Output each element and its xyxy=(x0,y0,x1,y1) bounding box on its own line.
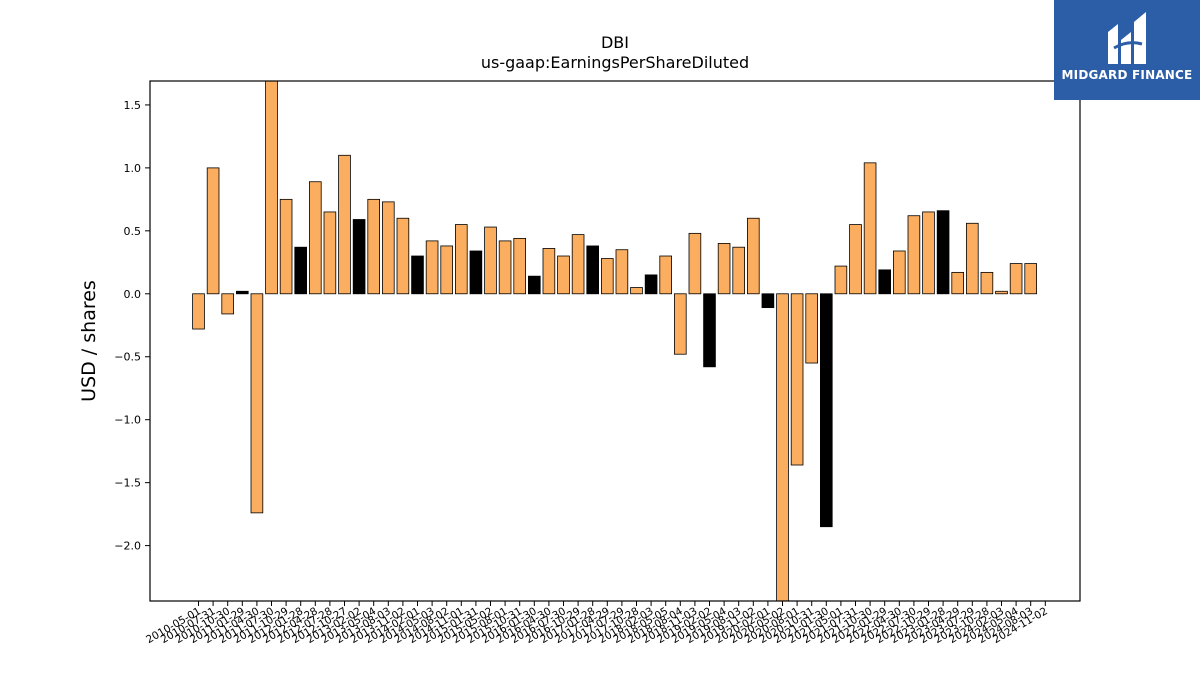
bar xyxy=(674,293,687,355)
y-axis-label: USD / shares xyxy=(78,280,100,402)
bar xyxy=(484,226,497,295)
bar xyxy=(878,269,891,295)
bar xyxy=(688,232,702,295)
y-tick-label: −1.5 xyxy=(114,477,141,490)
bar xyxy=(338,154,351,295)
bar xyxy=(703,293,716,368)
bar xyxy=(396,217,410,295)
bar xyxy=(907,215,921,295)
bar xyxy=(542,248,556,295)
bar xyxy=(352,219,366,295)
bar xyxy=(659,255,672,295)
y-tick-label: −2.0 xyxy=(114,540,141,553)
bar xyxy=(834,265,848,295)
chart-subtitle: us-gaap:EarningsPerShareDiluted xyxy=(481,53,749,72)
bar xyxy=(820,293,833,528)
bar xyxy=(411,255,424,295)
bar xyxy=(732,246,745,295)
bar xyxy=(761,293,775,309)
bar xyxy=(951,271,964,295)
y-tick-label: 0.5 xyxy=(124,225,142,238)
bar xyxy=(323,211,337,295)
bar xyxy=(644,274,658,295)
bar xyxy=(235,290,249,295)
bar xyxy=(615,249,629,295)
bar xyxy=(586,245,599,295)
y-tick-label: 1.5 xyxy=(124,99,142,112)
bar xyxy=(221,293,235,315)
plot-area: −2.0−1.5−1.0−0.50.00.51.01.52010-05-0120… xyxy=(114,80,1081,646)
bar xyxy=(250,293,264,514)
logo-text: MIDGARD FINANCE xyxy=(1061,68,1193,82)
bar xyxy=(849,224,862,295)
bar xyxy=(995,290,1008,295)
bar xyxy=(1024,263,1038,295)
bar xyxy=(601,258,614,295)
y-tick-label: 1.0 xyxy=(124,162,142,175)
bars-group xyxy=(192,81,1038,601)
bar xyxy=(805,293,818,364)
bar xyxy=(936,210,950,295)
bar xyxy=(1009,263,1023,295)
bar xyxy=(571,234,585,295)
bar xyxy=(454,224,468,295)
bar xyxy=(381,201,395,295)
y-tick-label: −1.0 xyxy=(114,414,141,427)
chart-title: DBI xyxy=(601,33,629,52)
bar xyxy=(528,275,541,295)
bar xyxy=(294,246,307,295)
midgard-finance-logo: MIDGARD FINANCE xyxy=(1054,0,1200,100)
bar xyxy=(206,167,220,295)
bar xyxy=(367,198,380,295)
bar xyxy=(425,240,439,295)
bar xyxy=(469,250,483,295)
bar xyxy=(557,255,570,295)
bar xyxy=(893,250,906,295)
bar xyxy=(980,271,994,295)
bar xyxy=(630,287,643,295)
bar xyxy=(308,181,322,295)
bar xyxy=(279,198,293,295)
bar xyxy=(192,293,205,330)
bar xyxy=(513,237,526,295)
bar xyxy=(776,293,789,601)
bar xyxy=(440,245,453,295)
bar xyxy=(790,293,804,466)
plot-frame xyxy=(149,80,1081,602)
logo-mark-icon xyxy=(1108,12,1146,64)
bar xyxy=(922,211,935,295)
bar xyxy=(717,243,731,295)
bar xyxy=(498,240,512,295)
bar xyxy=(966,222,979,295)
y-tick-label: −0.5 xyxy=(114,351,141,364)
bar xyxy=(265,81,278,295)
y-tick-label: 0.0 xyxy=(124,288,142,301)
bar xyxy=(863,162,877,295)
bar xyxy=(747,217,760,295)
